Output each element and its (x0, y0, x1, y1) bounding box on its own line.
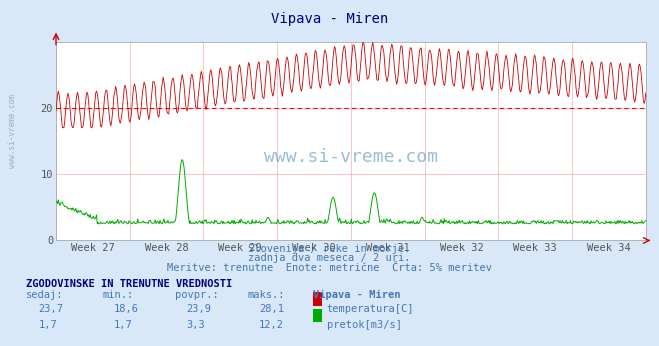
Text: 18,6: 18,6 (114, 304, 139, 314)
Text: 23,7: 23,7 (38, 304, 63, 314)
Text: ZGODOVINSKE IN TRENUTNE VREDNOSTI: ZGODOVINSKE IN TRENUTNE VREDNOSTI (26, 279, 233, 289)
Text: Slovenija / reke in morje.: Slovenija / reke in morje. (248, 244, 411, 254)
Text: www.si-vreme.com: www.si-vreme.com (264, 148, 438, 166)
Text: maks.:: maks.: (247, 290, 285, 300)
Text: 3,3: 3,3 (186, 320, 205, 330)
Text: zadnja dva meseca / 2 uri.: zadnja dva meseca / 2 uri. (248, 253, 411, 263)
Text: Vipava - Miren: Vipava - Miren (313, 290, 401, 300)
Text: Meritve: trenutne  Enote: metrične  Črta: 5% meritev: Meritve: trenutne Enote: metrične Črta: … (167, 263, 492, 273)
Text: min.:: min.: (102, 290, 133, 300)
Text: pretok[m3/s]: pretok[m3/s] (327, 320, 402, 330)
Text: 1,7: 1,7 (114, 320, 132, 330)
Text: 1,7: 1,7 (38, 320, 57, 330)
Text: sedaj:: sedaj: (26, 290, 64, 300)
Text: www.si-vreme.com: www.si-vreme.com (8, 94, 17, 169)
Text: 12,2: 12,2 (259, 320, 284, 330)
Text: 28,1: 28,1 (259, 304, 284, 314)
Text: 23,9: 23,9 (186, 304, 212, 314)
Text: temperatura[C]: temperatura[C] (327, 304, 415, 314)
Text: povpr.:: povpr.: (175, 290, 218, 300)
Text: Vipava - Miren: Vipava - Miren (271, 12, 388, 26)
